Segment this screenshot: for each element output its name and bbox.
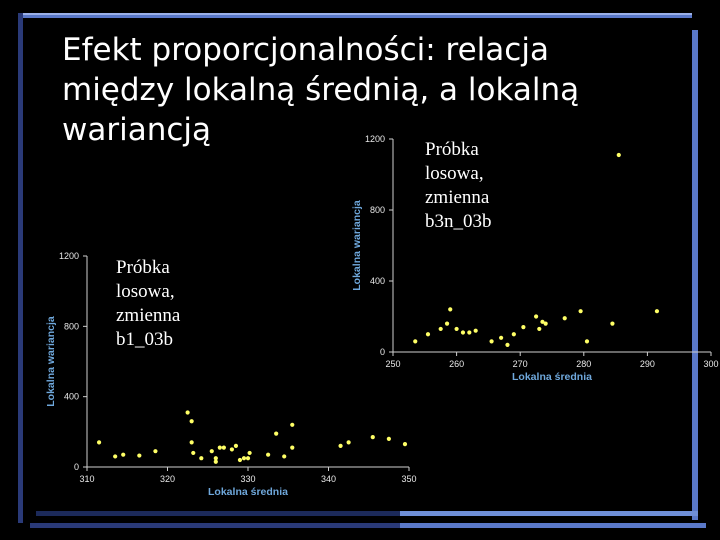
- data-point: [610, 321, 615, 326]
- x-tick-label: 350: [401, 474, 416, 484]
- data-point: [282, 454, 287, 459]
- data-point: [290, 422, 295, 427]
- y-tick-label: 0: [74, 462, 79, 472]
- y-axis-title: Lokalna wariancja: [351, 200, 363, 291]
- data-point: [511, 332, 516, 337]
- data-point: [266, 452, 271, 457]
- x-tick-label: 260: [449, 359, 464, 369]
- y-axis-title: Lokalna wariancja: [45, 316, 57, 407]
- x-tick-label: 340: [321, 474, 336, 484]
- data-point: [338, 443, 343, 448]
- frame-bottom-bar-light: [400, 511, 698, 516]
- frame-left-bar: [18, 13, 23, 523]
- data-point: [413, 339, 418, 344]
- data-point: [121, 452, 126, 457]
- data-point: [521, 325, 526, 330]
- caption-right: Próbka losowa, zmienna b3n_03b: [425, 139, 492, 232]
- data-point: [489, 339, 494, 344]
- data-point: [499, 335, 504, 340]
- data-point: [233, 443, 239, 448]
- data-point: [454, 326, 459, 332]
- data-point: [505, 342, 510, 347]
- data-point: [185, 410, 190, 415]
- x-tick-label: 320: [160, 474, 175, 484]
- data-point: [386, 436, 391, 441]
- data-point: [543, 321, 548, 326]
- data-point: [153, 449, 158, 454]
- slide-title: Efekt proporcjonalności: relacja między …: [62, 32, 580, 148]
- frame-bottom-bar: [36, 511, 698, 516]
- data-point: [346, 440, 351, 445]
- y-tick-label: 800: [370, 205, 385, 215]
- x-tick-label: 330: [240, 474, 255, 484]
- data-point: [96, 440, 102, 445]
- data-point: [467, 330, 472, 335]
- data-point: [562, 316, 567, 321]
- data-point: [191, 450, 196, 456]
- data-point: [654, 309, 660, 314]
- data-point: [578, 309, 583, 314]
- x-axis-title: Lokalna średnia: [512, 371, 592, 383]
- data-point: [245, 456, 251, 461]
- x-tick-label: 290: [640, 359, 655, 369]
- data-point: [247, 450, 252, 456]
- data-point: [199, 456, 204, 461]
- caption-left: Próbka losowa, zmienna b1_03b: [116, 257, 181, 350]
- y-tick-label: 0: [380, 347, 385, 357]
- data-point: [460, 330, 466, 335]
- data-point: [113, 454, 118, 459]
- data-point: [213, 456, 218, 461]
- data-point: [189, 419, 194, 424]
- data-point: [274, 431, 279, 436]
- frame-bottom-bar-lower-light: [400, 523, 706, 528]
- x-tick-label: 250: [385, 359, 400, 369]
- x-tick-label: 310: [79, 474, 94, 484]
- y-tick-label: 1200: [59, 251, 79, 261]
- data-point: [444, 321, 450, 326]
- data-point: [425, 332, 431, 337]
- data-point: [137, 453, 142, 458]
- y-tick-label: 800: [64, 321, 79, 331]
- data-point: [241, 456, 247, 461]
- data-point: [616, 152, 621, 158]
- data-point: [213, 459, 218, 464]
- frame-top-bar: [18, 13, 692, 18]
- data-point: [290, 445, 295, 450]
- y-tick-label: 1200: [365, 134, 385, 144]
- data-point: [370, 435, 375, 440]
- data-point: [473, 328, 478, 333]
- data-point: [217, 445, 222, 450]
- data-point: [537, 326, 542, 332]
- frame-top-bar-light: [18, 13, 692, 15]
- data-point: [438, 326, 443, 332]
- y-tick-label: 400: [64, 392, 79, 402]
- x-tick-label: 280: [576, 359, 591, 369]
- x-axis-title: Lokalna średnia: [208, 486, 288, 498]
- x-tick-label: 300: [703, 359, 718, 369]
- frame-bottom-bar-lower: [30, 523, 706, 528]
- data-point: [189, 440, 194, 445]
- data-point: [448, 307, 453, 312]
- data-point: [584, 339, 590, 344]
- x-tick-label: 270: [513, 359, 528, 369]
- data-point: [237, 457, 243, 463]
- data-point: [221, 445, 226, 450]
- data-point: [209, 449, 214, 454]
- data-point: [540, 319, 545, 324]
- data-point: [534, 314, 539, 319]
- y-tick-label: 400: [370, 276, 385, 286]
- frame-right-bar: [692, 30, 698, 520]
- data-point: [402, 442, 408, 447]
- data-point: [229, 447, 234, 452]
